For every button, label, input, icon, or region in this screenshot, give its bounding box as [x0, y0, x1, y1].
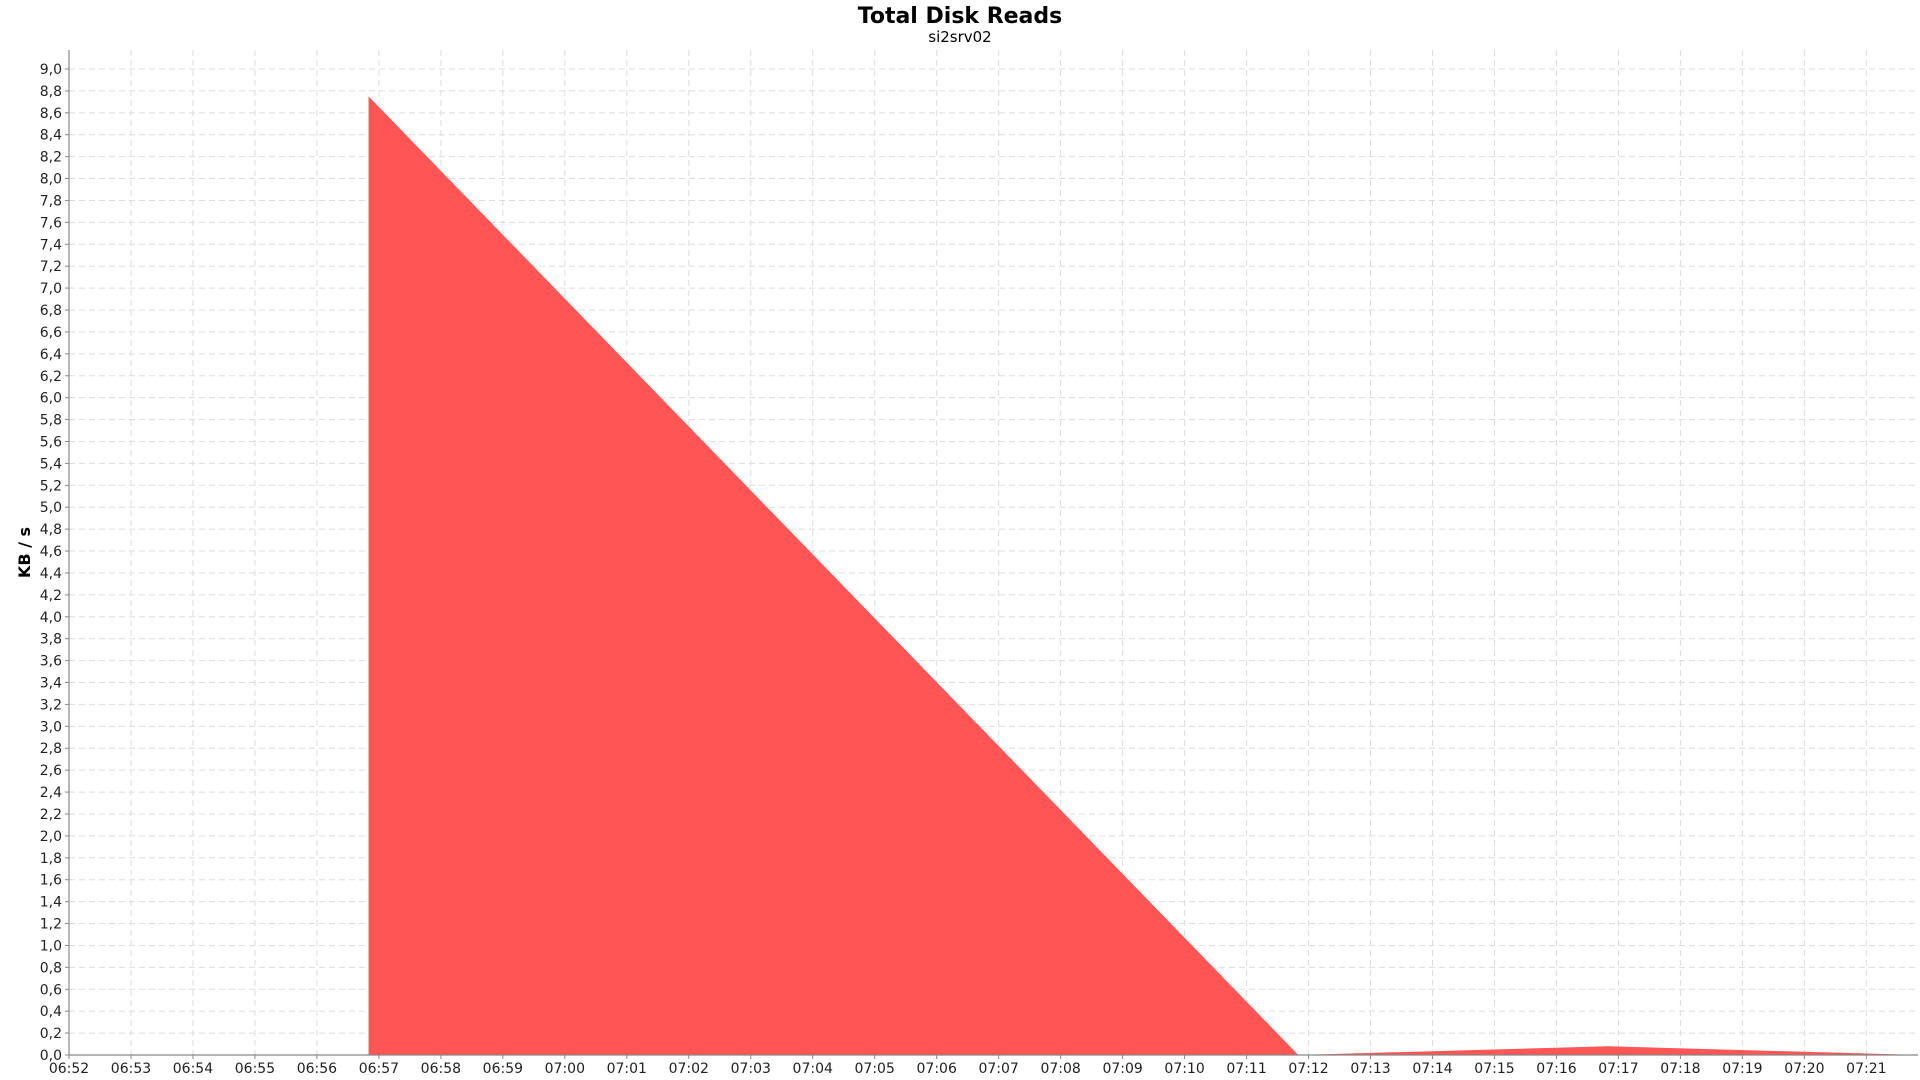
y-tick-label: 2,4	[40, 785, 62, 801]
x-tick-label: 07:15	[1474, 1061, 1514, 1077]
y-tick-label: 6,0	[40, 391, 62, 407]
x-tick-label: 07:02	[669, 1061, 709, 1077]
y-tick-label: 7,4	[40, 237, 62, 253]
x-tick-label: 06:54	[173, 1061, 213, 1077]
x-tick-label: 07:20	[1784, 1061, 1824, 1077]
y-tick-label: 3,8	[40, 632, 62, 648]
y-tick-label: 1,8	[40, 851, 62, 867]
x-tick-label: 07:08	[1040, 1061, 1080, 1077]
y-tick-label: 1,4	[40, 895, 62, 911]
y-tick-label: 8,6	[40, 106, 62, 122]
x-tick-label: 07:17	[1598, 1061, 1638, 1077]
x-tick-label: 07:00	[545, 1061, 585, 1077]
y-tick-label: 6,6	[40, 325, 62, 341]
x-tick-label: 06:58	[421, 1061, 461, 1077]
y-tick-label: 2,2	[40, 807, 62, 823]
x-tick-label: 07:01	[607, 1061, 647, 1077]
y-tick-label: 5,8	[40, 413, 62, 429]
x-tick-label: 07:12	[1288, 1061, 1328, 1077]
x-tick-label: 06:53	[111, 1061, 151, 1077]
y-tick-label: 0,6	[40, 982, 62, 998]
y-tick-label: 6,2	[40, 369, 62, 385]
x-tick-label: 07:06	[917, 1061, 957, 1077]
y-tick-label: 2,8	[40, 741, 62, 757]
x-tick-label: 06:55	[235, 1061, 275, 1077]
y-tick-label: 3,0	[40, 719, 62, 735]
y-tick-label: 3,2	[40, 697, 62, 713]
y-tick-label: 3,6	[40, 654, 62, 670]
x-tick-label: 06:56	[297, 1061, 337, 1077]
chart-subtitle: si2srv02	[928, 28, 992, 46]
y-tick-label: 0,4	[40, 1004, 62, 1020]
y-tick-label: 7,6	[40, 215, 62, 231]
x-tick-label: 07:07	[978, 1061, 1018, 1077]
series-layer	[368, 96, 1918, 1055]
y-tick-label: 8,8	[40, 84, 62, 100]
y-tick-label: 5,0	[40, 500, 62, 516]
y-tick-label: 3,4	[40, 676, 62, 692]
series-area	[368, 96, 1918, 1055]
y-tick-label: 5,6	[40, 434, 62, 450]
y-tick-label: 2,6	[40, 763, 62, 779]
y-tick-label: 6,8	[40, 303, 62, 319]
x-tick-label: 06:57	[359, 1061, 399, 1077]
x-tick-label: 07:14	[1412, 1061, 1452, 1077]
y-tick-label: 2,0	[40, 829, 62, 845]
x-tick-label: 07:16	[1536, 1061, 1576, 1077]
x-tick-label: 07:03	[731, 1061, 771, 1077]
x-tick-label: 07:10	[1164, 1061, 1204, 1077]
y-tick-label: 7,0	[40, 281, 62, 297]
x-tick-label: 07:13	[1350, 1061, 1390, 1077]
y-tick-label: 4,4	[40, 566, 62, 582]
y-tick-label: 0,0	[40, 1048, 62, 1064]
y-tick-label: 1,6	[40, 873, 62, 889]
y-tick-label: 0,2	[40, 1026, 62, 1042]
y-tick-label: 7,8	[40, 193, 62, 209]
x-tick-label: 07:21	[1846, 1061, 1886, 1077]
y-tick-label: 4,6	[40, 544, 62, 560]
x-tick-label: 06:52	[49, 1061, 89, 1077]
x-tick-label: 07:11	[1226, 1061, 1266, 1077]
y-tick-label: 9,0	[40, 62, 62, 78]
y-tick-label: 0,8	[40, 960, 62, 976]
y-tick-label: 4,8	[40, 522, 62, 538]
axis-layer: 0,0 0,2 0,4 0,6 0,8 1,0 1,2 1,4 1,6 1,8 2,0 2,2 2,4 2…	[40, 50, 1918, 1077]
y-tick-label: 6,4	[40, 347, 62, 363]
y-tick-label: 8,2	[40, 150, 62, 166]
y-tick-label: 4,0	[40, 610, 62, 626]
chart-title: Total Disk Reads	[857, 4, 1063, 29]
x-tick-label: 07:09	[1102, 1061, 1142, 1077]
x-tick-label: 07:04	[793, 1061, 833, 1077]
x-tick-label: 07:19	[1722, 1061, 1762, 1077]
y-tick-label: 7,2	[40, 259, 62, 275]
x-tick-label: 06:59	[483, 1061, 523, 1077]
y-tick-label: 1,2	[40, 917, 62, 933]
y-tick-label: 5,2	[40, 478, 62, 494]
y-axis-title: KB / s	[15, 527, 34, 578]
y-tick-label: 4,2	[40, 588, 62, 604]
y-tick-label: 1,0	[40, 938, 62, 954]
y-tick-label: 8,4	[40, 128, 62, 144]
y-tick-label: 5,4	[40, 456, 62, 472]
x-tick-label: 07:05	[855, 1061, 895, 1077]
y-tick-label: 8,0	[40, 172, 62, 188]
x-tick-label: 07:18	[1660, 1061, 1700, 1077]
